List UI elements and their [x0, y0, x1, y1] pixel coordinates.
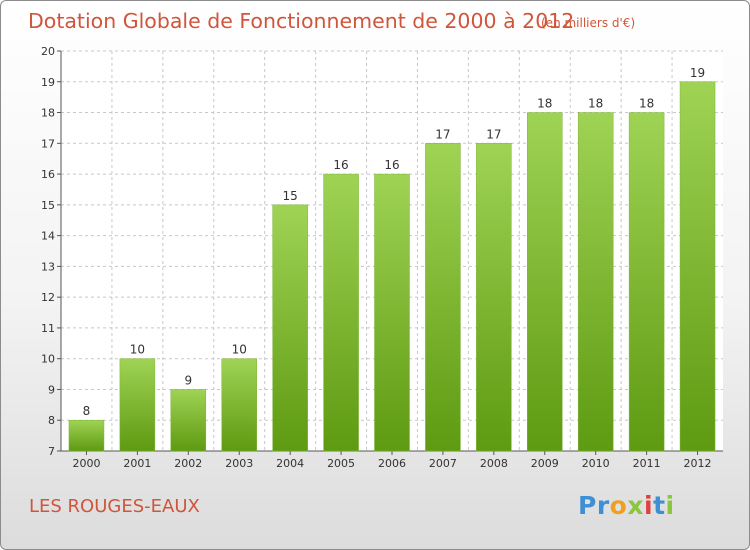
bar-2012: [679, 81, 716, 452]
bar-2011: [628, 112, 665, 452]
x-tick-label-2010: 2010: [582, 457, 610, 470]
x-tick-label-2009: 2009: [531, 457, 559, 470]
bar-2010: [577, 112, 614, 452]
bar-2004: [272, 204, 308, 452]
value-label-2002: 9: [184, 373, 192, 387]
value-label-2009: 18: [537, 97, 552, 111]
y-tick-label: 14: [41, 230, 55, 243]
x-tick-label-2004: 2004: [276, 457, 304, 470]
bar-2002: [170, 389, 207, 452]
commune-name: LES ROUGES-EAUX: [29, 496, 200, 517]
value-label-2003: 10: [232, 343, 247, 357]
y-tick-label: 16: [41, 168, 55, 181]
y-tick-label: 18: [41, 107, 55, 120]
x-tick-label-2008: 2008: [480, 457, 508, 470]
x-tick-label-2001: 2001: [123, 457, 151, 470]
x-tick-label-2002: 2002: [174, 457, 202, 470]
y-tick-label: 13: [41, 260, 55, 273]
value-label-2000: 8: [83, 404, 91, 418]
x-tick-label-2006: 2006: [378, 457, 406, 470]
bar-2006: [374, 173, 410, 452]
x-tick-label-2011: 2011: [633, 457, 661, 470]
value-label-2004: 15: [283, 189, 298, 203]
proxiti-logo[interactable]: Proxiti: [578, 491, 675, 520]
chart-title: Dotation Globale de Fonctionnement de 20…: [28, 9, 575, 33]
y-tick-label: 17: [41, 137, 55, 150]
y-tick-label: 10: [41, 353, 55, 366]
bar-2007: [425, 143, 461, 452]
value-label-2012: 19: [690, 66, 705, 80]
x-tick-label-2000: 2000: [72, 457, 100, 470]
bar-2000: [68, 419, 105, 452]
bar-2001: [119, 358, 156, 452]
y-tick-label: 7: [48, 445, 55, 458]
bar-2008: [476, 143, 512, 452]
bar-2009: [527, 112, 563, 452]
value-label-2005: 16: [333, 158, 348, 172]
bar-2003: [221, 358, 257, 452]
y-tick-label: 15: [41, 199, 55, 212]
y-tick-label: 11: [41, 322, 55, 335]
value-label-2008: 17: [486, 127, 501, 141]
y-tick-label: 12: [41, 291, 55, 304]
value-label-2006: 16: [384, 158, 399, 172]
chart-unit: (en milliers d'€): [541, 16, 636, 30]
y-tick-label: 20: [41, 45, 55, 58]
y-tick-label: 8: [48, 414, 55, 427]
value-label-2007: 17: [435, 127, 450, 141]
value-label-2010: 18: [588, 97, 603, 111]
y-tick-label: 9: [48, 383, 55, 396]
x-tick-label-2012: 2012: [684, 457, 712, 470]
x-tick-label-2003: 2003: [225, 457, 253, 470]
y-tick-label: 19: [41, 76, 55, 89]
x-tick-label-2007: 2007: [429, 457, 457, 470]
bar-2005: [323, 173, 359, 452]
value-label-2011: 18: [639, 97, 654, 111]
value-label-2001: 10: [130, 343, 145, 357]
x-tick-label-2005: 2005: [327, 457, 355, 470]
